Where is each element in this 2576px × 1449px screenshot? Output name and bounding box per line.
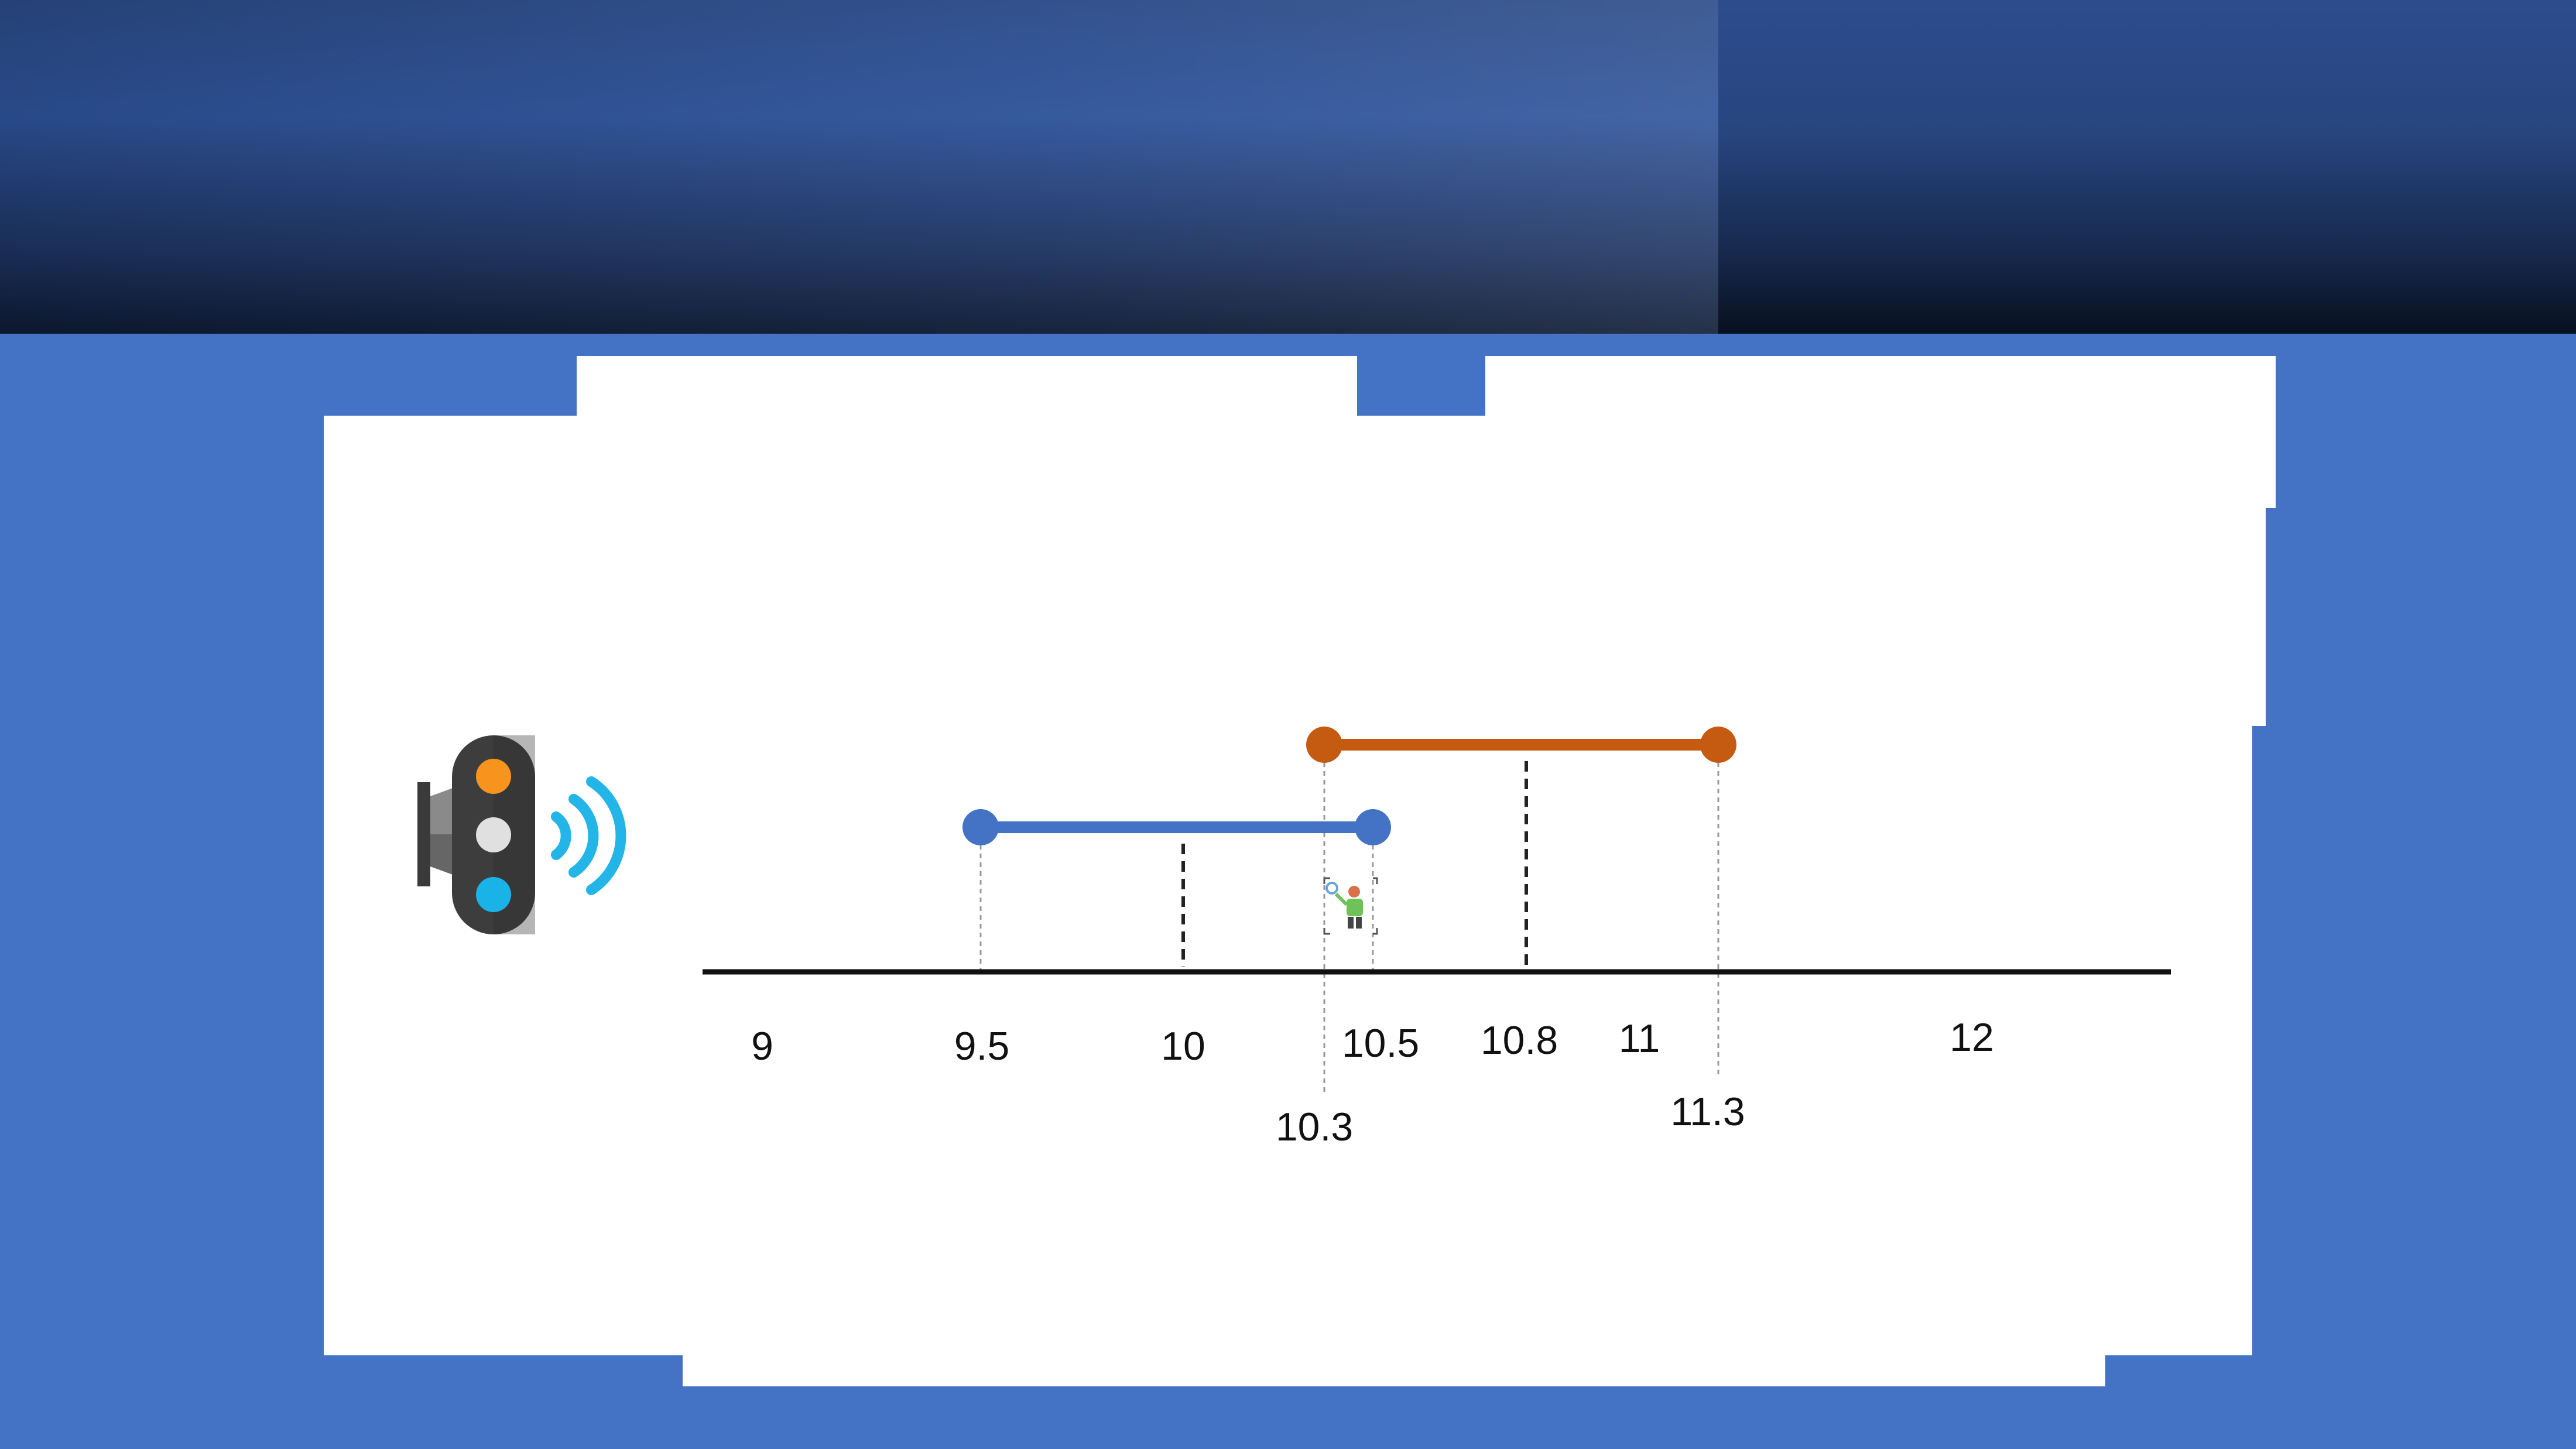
tick-label-11-3: 11.3 — [1670, 1090, 1745, 1134]
interval-1-start-dot — [962, 809, 999, 845]
tick-label-10-8: 10.8 — [1481, 1018, 1558, 1063]
content-panel-bottom — [683, 1347, 2105, 1386]
tick-label-10: 10 — [1161, 1024, 1205, 1068]
tick-labels: 9 9.5 10 10.5 10.8 11 12 10.3 11.3 — [751, 1015, 1994, 1149]
tick-label-9-5: 9.5 — [954, 1024, 1010, 1068]
intervals — [962, 727, 1736, 845]
content-panel-top-left — [577, 356, 1357, 420]
person-icon — [1323, 877, 1378, 935]
tick-label-11: 11 — [1619, 1016, 1660, 1061]
header-banner-left — [0, 0, 1718, 334]
header-banner-right — [1718, 0, 2576, 334]
content-panel — [324, 416, 2252, 1355]
tick-label-10-3: 10.3 — [1276, 1105, 1353, 1149]
tick-label-12: 12 — [1950, 1015, 1994, 1060]
interval-2-end-dot — [1700, 727, 1736, 763]
traffic-light-icon — [417, 735, 535, 934]
signal-waves-icon — [551, 776, 626, 895]
header-banner — [0, 0, 2576, 334]
tick-label-10-5: 10.5 — [1342, 1021, 1419, 1066]
tick-label-9: 9 — [751, 1024, 773, 1068]
interval-2-start-dot — [1306, 727, 1342, 763]
interval-1-end-dot — [1355, 809, 1391, 845]
guide-lines — [979, 745, 1719, 1092]
content-panel-right — [2225, 503, 2266, 726]
content-panel-top-right — [1485, 356, 2276, 508]
